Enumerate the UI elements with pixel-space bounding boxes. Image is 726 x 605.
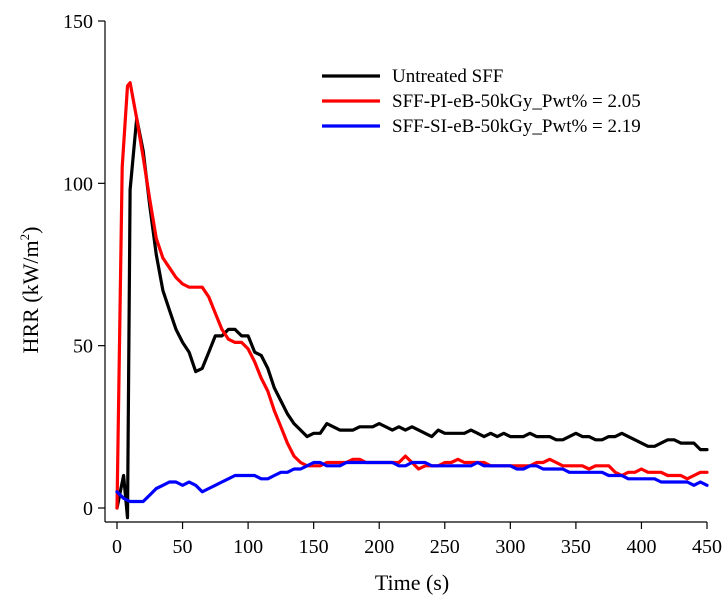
- x-tick-label: 0: [112, 536, 122, 558]
- x-tick-label: 450: [692, 536, 722, 558]
- y-tick-label: 100: [63, 173, 93, 195]
- series-layer: [115, 81, 709, 520]
- y-axis-title: HRR (kW/m2): [17, 227, 43, 354]
- series-line-3: [115, 460, 709, 504]
- legend-label-2: SFF-PI-eB-50kGy_Pwt% = 2.05: [392, 91, 641, 112]
- y-tick-label: 150: [63, 11, 93, 33]
- y-tick-label: 50: [73, 336, 93, 358]
- legend-label-1: Untreated SFF: [392, 66, 503, 87]
- series-line-1: [115, 116, 709, 520]
- x-tick-label: 300: [495, 536, 525, 558]
- x-tick-label: 350: [561, 536, 591, 558]
- legend-label-3: SFF-SI-eB-50kGy_Pwt% = 2.19: [392, 116, 641, 137]
- x-tick-label: 250: [430, 536, 460, 558]
- y-ticks: 0 50 100 150: [63, 11, 105, 520]
- x-tick-label: 200: [364, 536, 394, 558]
- legend: Untreated SFF SFF-PI-eB-50kGy_Pwt% = 2.05…: [322, 66, 641, 137]
- x-tick-label: 400: [626, 536, 656, 558]
- x-axis-title: Time (s): [375, 570, 449, 595]
- x-tick-label: 150: [299, 536, 329, 558]
- x-ticks: 0 50 100 150 200 250 300 350 400 450: [112, 522, 722, 558]
- y-tick-label: 0: [83, 498, 93, 520]
- series-line-2: [115, 81, 709, 510]
- axes: [104, 21, 707, 523]
- x-tick-label: 100: [233, 536, 263, 558]
- x-tick-label: 50: [173, 536, 193, 558]
